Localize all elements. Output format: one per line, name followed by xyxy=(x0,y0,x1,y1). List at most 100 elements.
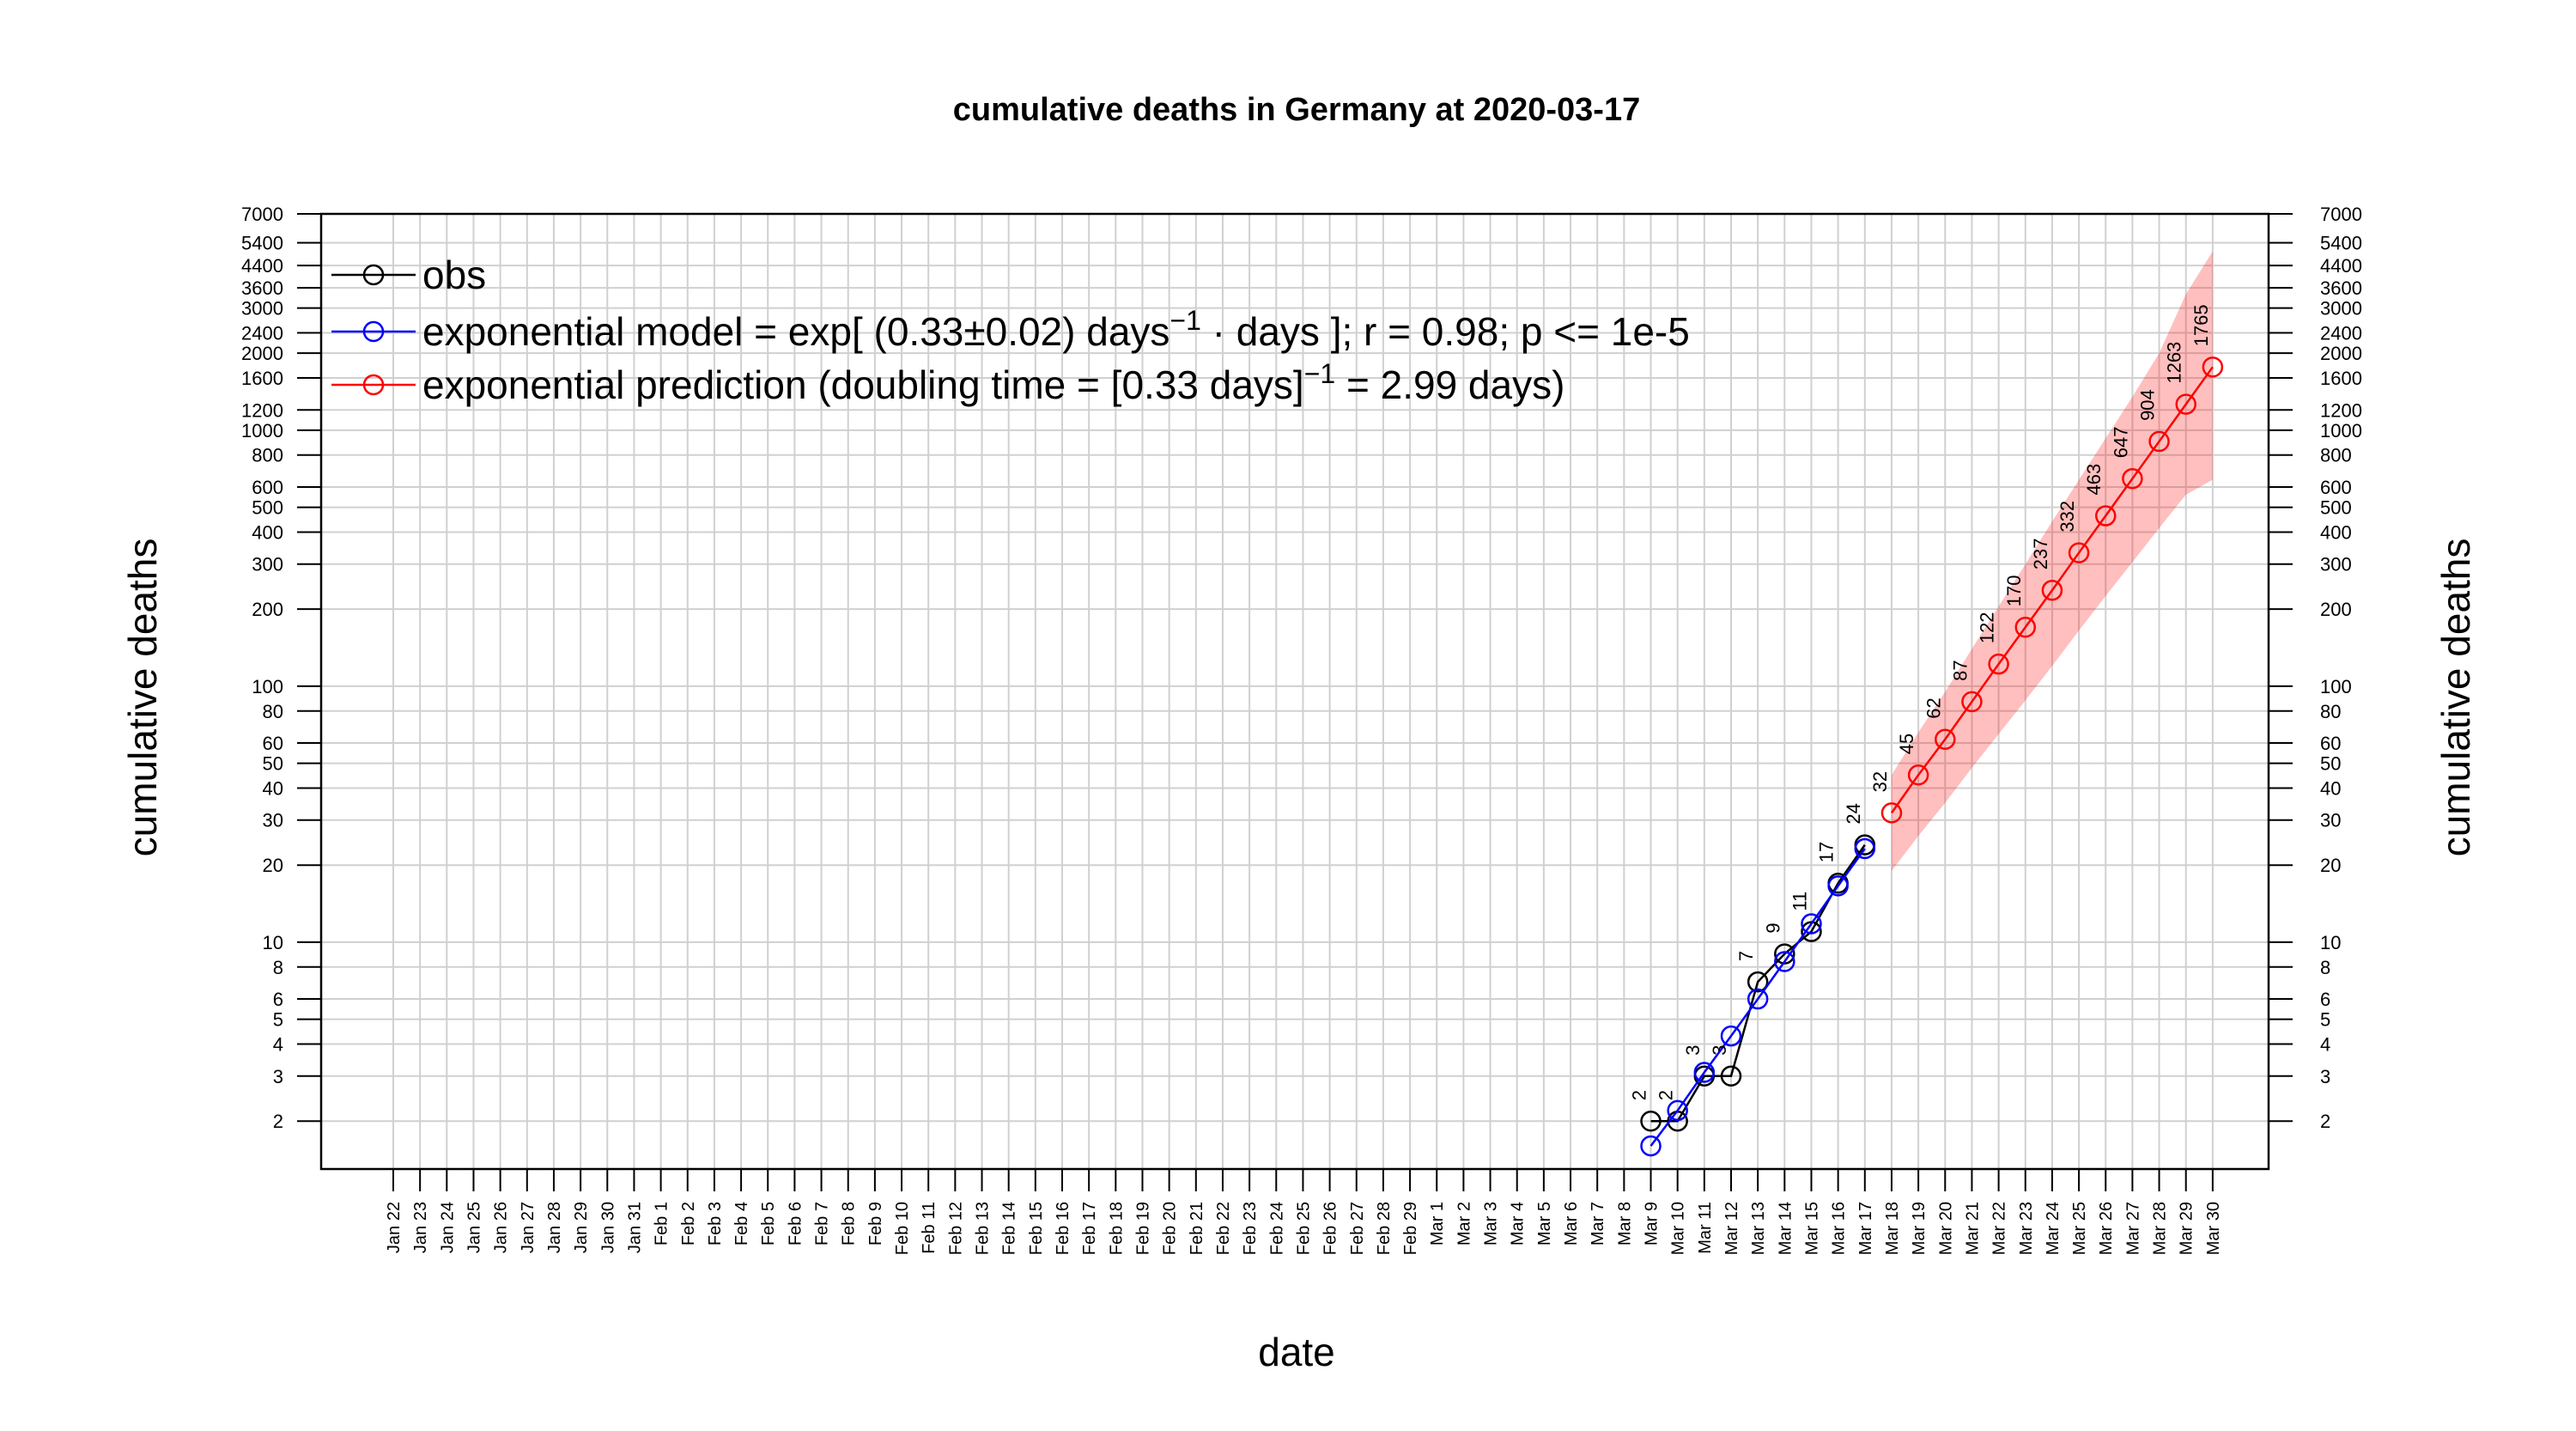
legend-marker xyxy=(362,320,385,343)
data-label: 45 xyxy=(1896,734,1917,754)
x-tick-label: Feb 24 xyxy=(1267,1202,1286,1255)
data-label: 32 xyxy=(1869,771,1891,792)
y-tick-label-right: 3600 xyxy=(2320,277,2362,299)
y-tick-label-left: 30 xyxy=(263,810,283,831)
x-tick-label: Jan 22 xyxy=(385,1202,404,1253)
x-tick-label: Mar 15 xyxy=(1802,1202,1821,1255)
data-point-1 xyxy=(1720,1025,1742,1047)
y-tick-label-left: 600 xyxy=(252,477,283,498)
x-tick-label: Mar 16 xyxy=(1830,1202,1849,1255)
y-tick-label-right: 1000 xyxy=(2320,420,2362,441)
data-label: 11 xyxy=(1789,892,1810,911)
y-tick-label-right: 8 xyxy=(2320,957,2330,978)
data-label: 170 xyxy=(2003,575,2025,606)
y-tick-label-right: 50 xyxy=(2320,753,2341,775)
x-tick-label: Mar 14 xyxy=(1776,1202,1795,1255)
data-point-1 xyxy=(1854,837,1876,860)
series xyxy=(1640,356,2224,1157)
x-tick-label: Mar 1 xyxy=(1428,1202,1447,1245)
x-tick-label: Mar 10 xyxy=(1669,1202,1688,1255)
y-tick-label-right: 200 xyxy=(2320,599,2352,620)
data-point-1 xyxy=(1693,1062,1716,1083)
y-tick-label-right: 20 xyxy=(2320,855,2341,876)
x-tick-label: Jan 27 xyxy=(519,1202,538,1253)
x-tick-label: Mar 23 xyxy=(2017,1202,2036,1255)
data-label: 1765 xyxy=(2190,304,2212,346)
x-tick-label: Feb 2 xyxy=(679,1202,698,1245)
legend-entry: exponential prediction (doubling time = … xyxy=(422,358,1564,407)
x-tick-label: Mar 4 xyxy=(1509,1202,1528,1245)
x-tick-label: Jan 25 xyxy=(465,1202,483,1253)
data-label: 9 xyxy=(1762,923,1783,933)
legend-entry: obs xyxy=(422,253,486,297)
y-tick-label-left: 3000 xyxy=(241,298,283,320)
x-tick-label: Jan 29 xyxy=(572,1202,591,1253)
y-tick-label-left: 7000 xyxy=(241,204,283,225)
plot-frame xyxy=(319,212,2270,1171)
grid xyxy=(321,213,2269,1169)
x-tick-label: Feb 18 xyxy=(1107,1202,1126,1255)
x-tick-label: Jan 30 xyxy=(598,1202,617,1253)
data-point-0 xyxy=(1640,1110,1662,1132)
x-tick-label: Feb 22 xyxy=(1214,1202,1233,1255)
y-tick-label-left: 300 xyxy=(252,554,283,575)
x-tick-label: Mar 7 xyxy=(1589,1202,1607,1245)
x-tick-label: Mar 27 xyxy=(2123,1202,2142,1255)
y-tick-label-left: 2000 xyxy=(241,343,283,364)
data-label: 87 xyxy=(1949,660,1971,680)
x-tick-label: Feb 20 xyxy=(1161,1202,1180,1255)
x-tick-label: Mar 19 xyxy=(1910,1202,1929,1255)
legend-marker xyxy=(362,264,385,286)
data-label: 122 xyxy=(1977,612,1998,643)
data-point-1 xyxy=(1640,1135,1662,1157)
series-line-1 xyxy=(1649,848,1866,1147)
data-label: 62 xyxy=(1923,697,1944,718)
x-tick-label: Feb 11 xyxy=(920,1202,939,1254)
x-tick-label: Mar 3 xyxy=(1482,1202,1501,1245)
x-tick-label: Jan 26 xyxy=(492,1202,511,1253)
x-tick-label: Feb 29 xyxy=(1401,1202,1420,1255)
x-tick-label: Feb 14 xyxy=(1000,1202,1019,1255)
x-tick-label: Feb 6 xyxy=(786,1202,805,1245)
x-tick-label: Feb 7 xyxy=(813,1202,832,1245)
x-tick-label: Jan 24 xyxy=(438,1202,457,1253)
y-tick-label-left: 400 xyxy=(252,521,283,543)
x-tick-label: Mar 17 xyxy=(1856,1202,1875,1255)
x-tick-label: Mar 28 xyxy=(2151,1202,2170,1255)
chart-title: cumulative deaths in Germany at 2020-03-… xyxy=(953,92,1640,128)
legend: obs exponential model = exp[ (0.33±0.02) … xyxy=(331,253,1690,407)
data-point-1 xyxy=(1827,875,1849,897)
y-tick-label-left: 5 xyxy=(273,1009,283,1031)
x-tick-label: Feb 25 xyxy=(1294,1202,1313,1255)
data-point-2 xyxy=(1935,728,1956,751)
data-point-2 xyxy=(1961,691,1983,713)
y-tick-label-right: 800 xyxy=(2320,445,2352,466)
data-point-2 xyxy=(2094,505,2117,527)
data-label: 2 xyxy=(1656,1090,1677,1100)
y-tick-label-right: 400 xyxy=(2320,521,2352,543)
y-tick-label-left: 10 xyxy=(263,932,283,953)
series-line-2 xyxy=(1890,366,2214,814)
data-point-0 xyxy=(1747,971,1769,993)
x-tick-label: Mar 24 xyxy=(2044,1202,2063,1255)
x-tick-label: Mar 2 xyxy=(1455,1202,1473,1245)
y-tick-label-left: 2 xyxy=(273,1111,283,1132)
y-tick-label-right: 100 xyxy=(2320,676,2352,697)
x-tick-label: Jan 23 xyxy=(411,1202,430,1253)
x-tick-label: Mar 20 xyxy=(1936,1202,1955,1255)
x-tick-label: Feb 9 xyxy=(866,1202,885,1245)
x-tick-label: Mar 30 xyxy=(2204,1202,2223,1255)
y-tick-label-right: 30 xyxy=(2320,810,2341,831)
y-tick-label-left: 60 xyxy=(263,733,283,754)
x-tick-label: Feb 28 xyxy=(1375,1202,1394,1255)
y-tick-label-right: 5 xyxy=(2320,1009,2330,1031)
x-tick-label: Feb 4 xyxy=(732,1202,751,1245)
data-point-1 xyxy=(1667,1099,1688,1122)
x-tick-label: Mar 11 xyxy=(1696,1202,1715,1254)
y-tick-label-left: 1000 xyxy=(241,420,283,441)
x-tick-label: Feb 8 xyxy=(840,1202,859,1245)
y-tick-label-left: 2400 xyxy=(241,323,283,344)
